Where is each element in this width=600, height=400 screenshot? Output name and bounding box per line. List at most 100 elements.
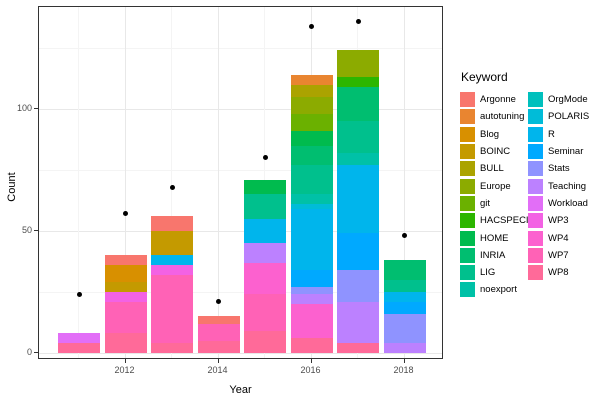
bar-segment-2014-WP7: [197, 323, 240, 341]
y-major-gridline: [39, 109, 442, 110]
y-tick-label: 0: [26, 347, 32, 357]
bar-segment-2014-Argonne: [197, 316, 240, 324]
y-tick-mark: [34, 108, 38, 109]
x-major-gridline: [403, 7, 405, 358]
data-point-2015: [262, 155, 268, 161]
bar-segment-2017-Teaching: [337, 301, 379, 344]
bar-segment-2015-HOME: [244, 179, 286, 195]
legend-column: OrgMode POLARIS R Seminar Stats Teaching Workl…: [528, 91, 596, 299]
legend: Keyword Argonne autotuning Blog BOINC BULL Eu…: [460, 70, 596, 299]
y-major-gridline: [39, 231, 442, 232]
y-tick-label: 50: [21, 225, 32, 235]
x-tick-mark: [217, 359, 219, 363]
bar-segment-2017-WP8: [337, 343, 379, 353]
y-axis-title: Count: [6, 172, 18, 202]
bar-segment-2016-noexport: [290, 194, 333, 205]
data-point-2013: [169, 184, 175, 190]
legend-swatch-Workload: [528, 195, 543, 211]
bar-segment-2017-noexport: [337, 152, 379, 166]
data-point-2014: [216, 299, 221, 305]
legend-item-label: Europe: [480, 180, 511, 192]
bar-segment-2015-LIG: [244, 194, 286, 219]
legend-swatch-R: [528, 126, 543, 142]
legend-item-autotuning: autotuning: [460, 108, 528, 125]
legend-item-HACSPECIS: HACSPECIS: [460, 212, 535, 229]
legend-swatch-Blog: [460, 126, 475, 142]
legend-swatch-Europe: [460, 178, 475, 194]
legend-swatch-BULL: [460, 161, 475, 177]
plot-panel: [38, 6, 443, 359]
legend-swatch-autotuning: [460, 109, 475, 125]
legend-swatch-OrgMode: [528, 92, 543, 108]
bar-segment-2017-Seminar: [337, 233, 379, 271]
legend-item-label: WP7: [548, 249, 569, 261]
legend-item-label: WP3: [548, 215, 569, 227]
bar-segment-2016-Teaching: [290, 294, 333, 305]
x-major-gridline: [217, 7, 219, 358]
bar-segment-2012-WP8: [104, 333, 147, 353]
bar-segment-2016-R: [290, 209, 333, 271]
legend-item-label: BULL: [480, 163, 504, 175]
bar-segment-2015-WP4: [244, 262, 286, 295]
bar-segment-2013-Argonne: [151, 216, 193, 231]
legend-item-WP8: WP8: [528, 264, 596, 281]
legend-item-R: R: [528, 126, 596, 143]
legend-swatch-INRIA: [460, 247, 475, 263]
legend-item-label: HOME: [480, 232, 509, 244]
x-minor-gridline: [78, 7, 79, 358]
bar-segment-2013-WP8: [151, 343, 193, 353]
legend-items: Argonne autotuning Blog BOINC BULL Europe git H…: [460, 91, 596, 299]
legend-item-git: git: [460, 195, 528, 212]
y-tick-label: 100: [16, 103, 32, 113]
bar-segment-2018-INRIA: [383, 260, 426, 280]
legend-item-WP7: WP7: [528, 247, 596, 264]
legend-item-Teaching: Teaching: [528, 177, 596, 194]
bar-segment-2015-R: [244, 218, 286, 244]
legend-item-label: Stats: [548, 163, 570, 175]
legend-item-Blog: Blog: [460, 126, 528, 143]
bar-segment-2018-Teaching: [383, 343, 426, 353]
bar-segment-2012-BOINC: [104, 282, 147, 292]
x-axis-title: Year: [229, 384, 252, 396]
bar-segment-2018-Stats: [383, 313, 426, 344]
x-tick-mark: [124, 359, 126, 363]
legend-title: Keyword: [461, 70, 508, 84]
legend-item-INRIA: INRIA: [460, 247, 528, 264]
data-point-2011: [76, 291, 82, 297]
legend-item-label: OrgMode: [548, 94, 588, 106]
legend-column: Argonne autotuning Blog BOINC BULL Europe git H…: [460, 91, 535, 299]
bar-segment-2016-HOME: [290, 130, 333, 146]
legend-item-POLARIS: POLARIS: [528, 108, 596, 125]
legend-item-label: WP4: [548, 232, 569, 244]
bar-segment-2017-R: [337, 165, 379, 234]
bar-segment-2014-WP8: [197, 340, 240, 353]
legend-item-Seminar: Seminar: [528, 143, 596, 160]
bar-segment-2017-Europe: [337, 50, 379, 78]
legend-item-label: R: [548, 128, 555, 140]
bar-segment-2013-R: [151, 255, 193, 266]
bar-segment-2011-Workload: [58, 333, 100, 344]
legend-item-label: git: [480, 197, 491, 209]
legend-item-label: WP8: [548, 267, 569, 279]
y-minor-gridline: [39, 48, 442, 49]
data-point-2016: [309, 23, 314, 29]
legend-swatch-HOME: [460, 230, 475, 246]
bar-segment-2016-Seminar: [290, 270, 333, 288]
x-tick-label: 2014: [207, 365, 228, 375]
legend-item-label: POLARIS: [548, 111, 590, 123]
legend-item-label: BOINC: [480, 146, 511, 158]
bar-segment-2016-BULL: [290, 84, 333, 97]
bar-segment-2012-WP3: [104, 292, 147, 302]
bar-segment-2016-Stats: [290, 287, 333, 295]
bar-segment-2018-R: [383, 292, 426, 302]
y-minor-gridline: [39, 292, 442, 293]
legend-item-BOINC: BOINC: [460, 143, 528, 160]
legend-item-label: Teaching: [548, 180, 587, 192]
bar-segment-2012-Argonne: [104, 255, 147, 266]
legend-swatch-noexport: [460, 282, 475, 298]
legend-item-label: Seminar: [548, 146, 584, 158]
legend-item-Argonne: Argonne: [460, 91, 528, 108]
legend-item-Workload: Workload: [528, 195, 596, 212]
legend-swatch-Teaching: [528, 178, 543, 194]
